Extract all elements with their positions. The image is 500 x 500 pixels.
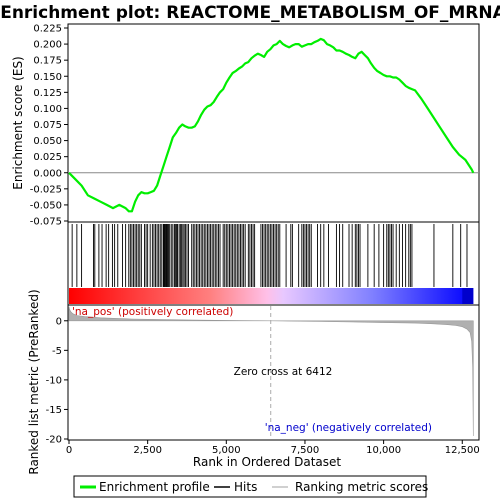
es-y-tick-label: 0.025 [33, 152, 62, 163]
hit-marks [71, 224, 468, 287]
metric-x-ticks: 0 2,500 5,000 7,500 10,000 12,500 [66, 440, 480, 456]
ranking-metric-area [68, 306, 474, 437]
x-tick-label: 12,500 [445, 445, 480, 456]
es-y-tick-label: 0.200 [33, 40, 62, 51]
metric-y-tick-label: 0 [56, 316, 62, 327]
es-y-tick-label: 0.175 [33, 56, 62, 67]
enrichment-y-ticks: -0.075 -0.050 -0.025 0.000 0.025 0.050 0.075 0.… [30, 24, 68, 228]
legend-label-metric: Ranking metric scores [295, 480, 428, 494]
legend: Enrichment profile Hits Ranking metric s… [73, 475, 428, 498]
enrichment-panel-frame [67, 23, 480, 223]
zero-cross-label: Zero cross at 6412 [234, 366, 333, 378]
es-y-tick-label: -0.025 [30, 184, 62, 195]
es-y-tick-label: 0.050 [33, 136, 62, 147]
metric-panel: 'na_pos' (positively correlated) Zero cr… [27, 289, 480, 474]
enrichment-panel: -0.075 -0.050 -0.025 0.000 0.025 0.050 0.075 0.… [11, 23, 480, 228]
metric-y-tick-label: -15 [46, 405, 62, 416]
metric-y-axis-title: Ranked list metric (PreRanked) [27, 289, 41, 474]
positive-correlation-label: 'na_pos' (positively correlated) [72, 306, 233, 318]
x-axis-title: Rank in Ordered Dataset [193, 455, 341, 469]
es-y-tick-label: 0.150 [33, 72, 62, 83]
metric-y-tick-label: -20 [46, 435, 62, 446]
legend-label-hits: Hits [234, 480, 257, 494]
enrichment-profile-line [68, 37, 475, 213]
metric-y-tick-label: -5 [52, 346, 62, 357]
metric-y-ticks: 0 -5 -10 -15 -20 [46, 316, 68, 446]
negative-correlation-label: 'na_neg' (negatively correlated) [265, 422, 432, 434]
x-tick-label: 2,500 [133, 445, 162, 456]
legend-label-enrichment: Enrichment profile [99, 480, 210, 494]
es-y-tick-label: -0.075 [30, 217, 62, 228]
x-tick-label: 7,500 [291, 445, 320, 456]
ranking-heat-bar [69, 288, 474, 304]
x-tick-label: 10,000 [366, 445, 401, 456]
es-y-tick-label: 0.225 [33, 24, 62, 35]
enrichment-y-axis-title: Enrichment score (ES) [11, 56, 25, 189]
chart-title: Enrichment plot: REACTOME_METABOLISM_OF_… [0, 3, 500, 23]
legend-box [73, 475, 427, 498]
es-y-tick-label: 0.000 [33, 168, 62, 179]
es-y-tick-label: -0.050 [30, 200, 62, 211]
heat-bar-end-block [462, 288, 474, 304]
x-tick-label: 0 [66, 445, 72, 456]
es-y-tick-label: 0.075 [33, 120, 62, 131]
es-y-tick-label: 0.100 [33, 104, 62, 115]
hits-panel [67, 221, 480, 306]
metric-panel-frame [67, 304, 480, 441]
es-y-tick-label: 0.125 [33, 88, 62, 99]
metric-y-tick-label: -10 [46, 375, 62, 386]
x-tick-label: 5,000 [212, 445, 241, 456]
